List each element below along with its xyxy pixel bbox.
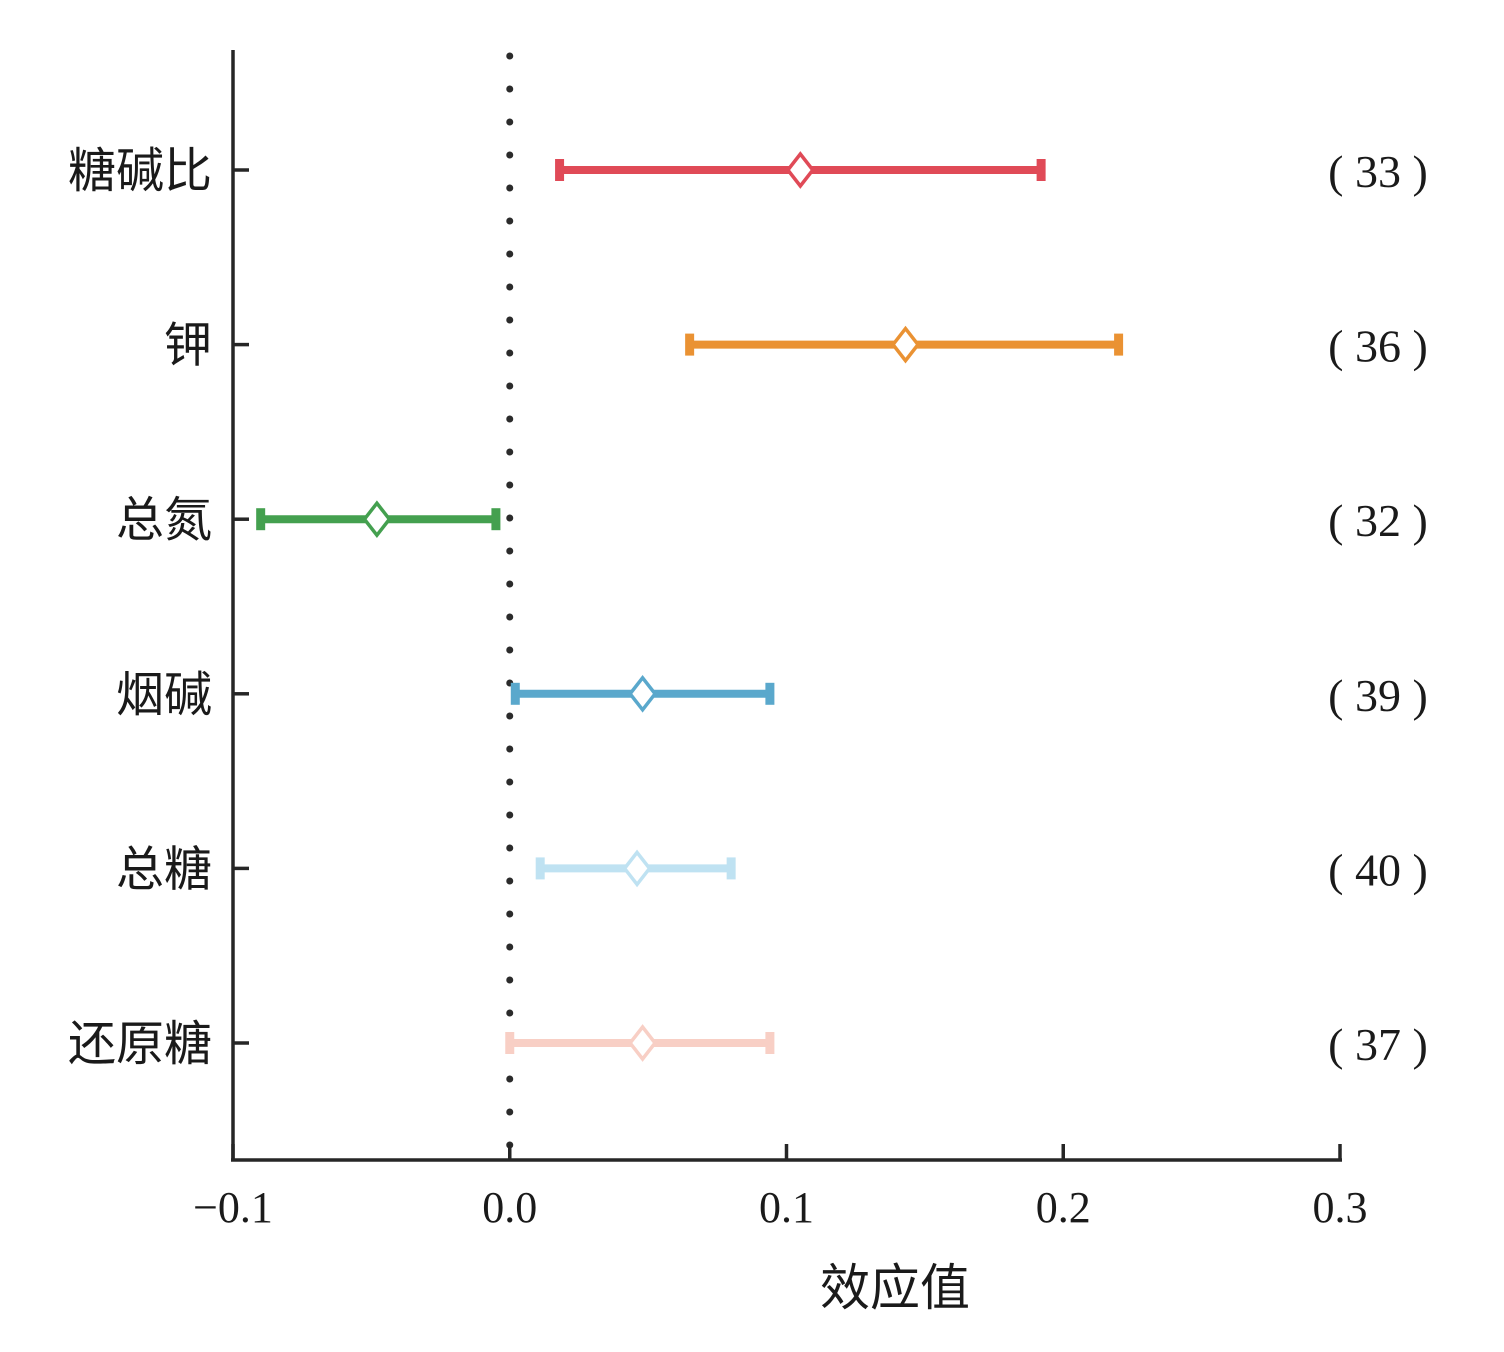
sample-size-label: ( 33 ) bbox=[1328, 146, 1428, 197]
sample-size-label: ( 40 ) bbox=[1328, 844, 1428, 895]
point-estimate-marker bbox=[627, 1024, 658, 1062]
category-label: 总糖 bbox=[116, 841, 212, 897]
sample-size-label: ( 37 ) bbox=[1328, 1019, 1428, 1070]
category-label: 还原糖 bbox=[68, 1016, 212, 1072]
category-label: 糖碱比 bbox=[68, 143, 212, 199]
x-tick-label: 0.3 bbox=[1313, 1183, 1368, 1232]
marks-layer bbox=[256, 151, 1124, 1062]
point-estimate-marker bbox=[890, 325, 921, 364]
point-estimate-marker bbox=[622, 849, 652, 888]
sample-size-label: ( 39 ) bbox=[1328, 670, 1428, 721]
x-tick-label: 0.1 bbox=[759, 1183, 814, 1232]
category-label: 烟碱 bbox=[116, 667, 212, 723]
x-tick-label: −0.1 bbox=[193, 1183, 273, 1232]
x-tick-label: 0.0 bbox=[482, 1183, 537, 1232]
labels-layer: −0.1 0.0 0.1 0.2 0.3 糖碱比 ( 33 ) 钾 ( 36 ) 总氮 ( 32 )… bbox=[68, 143, 1428, 1232]
point-estimate-marker bbox=[785, 151, 816, 189]
point-estimate-marker bbox=[627, 674, 658, 713]
sample-size-label: ( 36 ) bbox=[1328, 321, 1428, 372]
category-label: 总氮 bbox=[116, 492, 212, 548]
x-tick-label: 0.2 bbox=[1036, 1183, 1091, 1232]
point-estimate-marker bbox=[362, 500, 392, 539]
sample-size-label: ( 32 ) bbox=[1328, 495, 1428, 546]
x-axis-title: 效应值 bbox=[820, 1259, 970, 1317]
axes-layer bbox=[231, 50, 1342, 1162]
category-label: 钾 bbox=[164, 318, 212, 374]
